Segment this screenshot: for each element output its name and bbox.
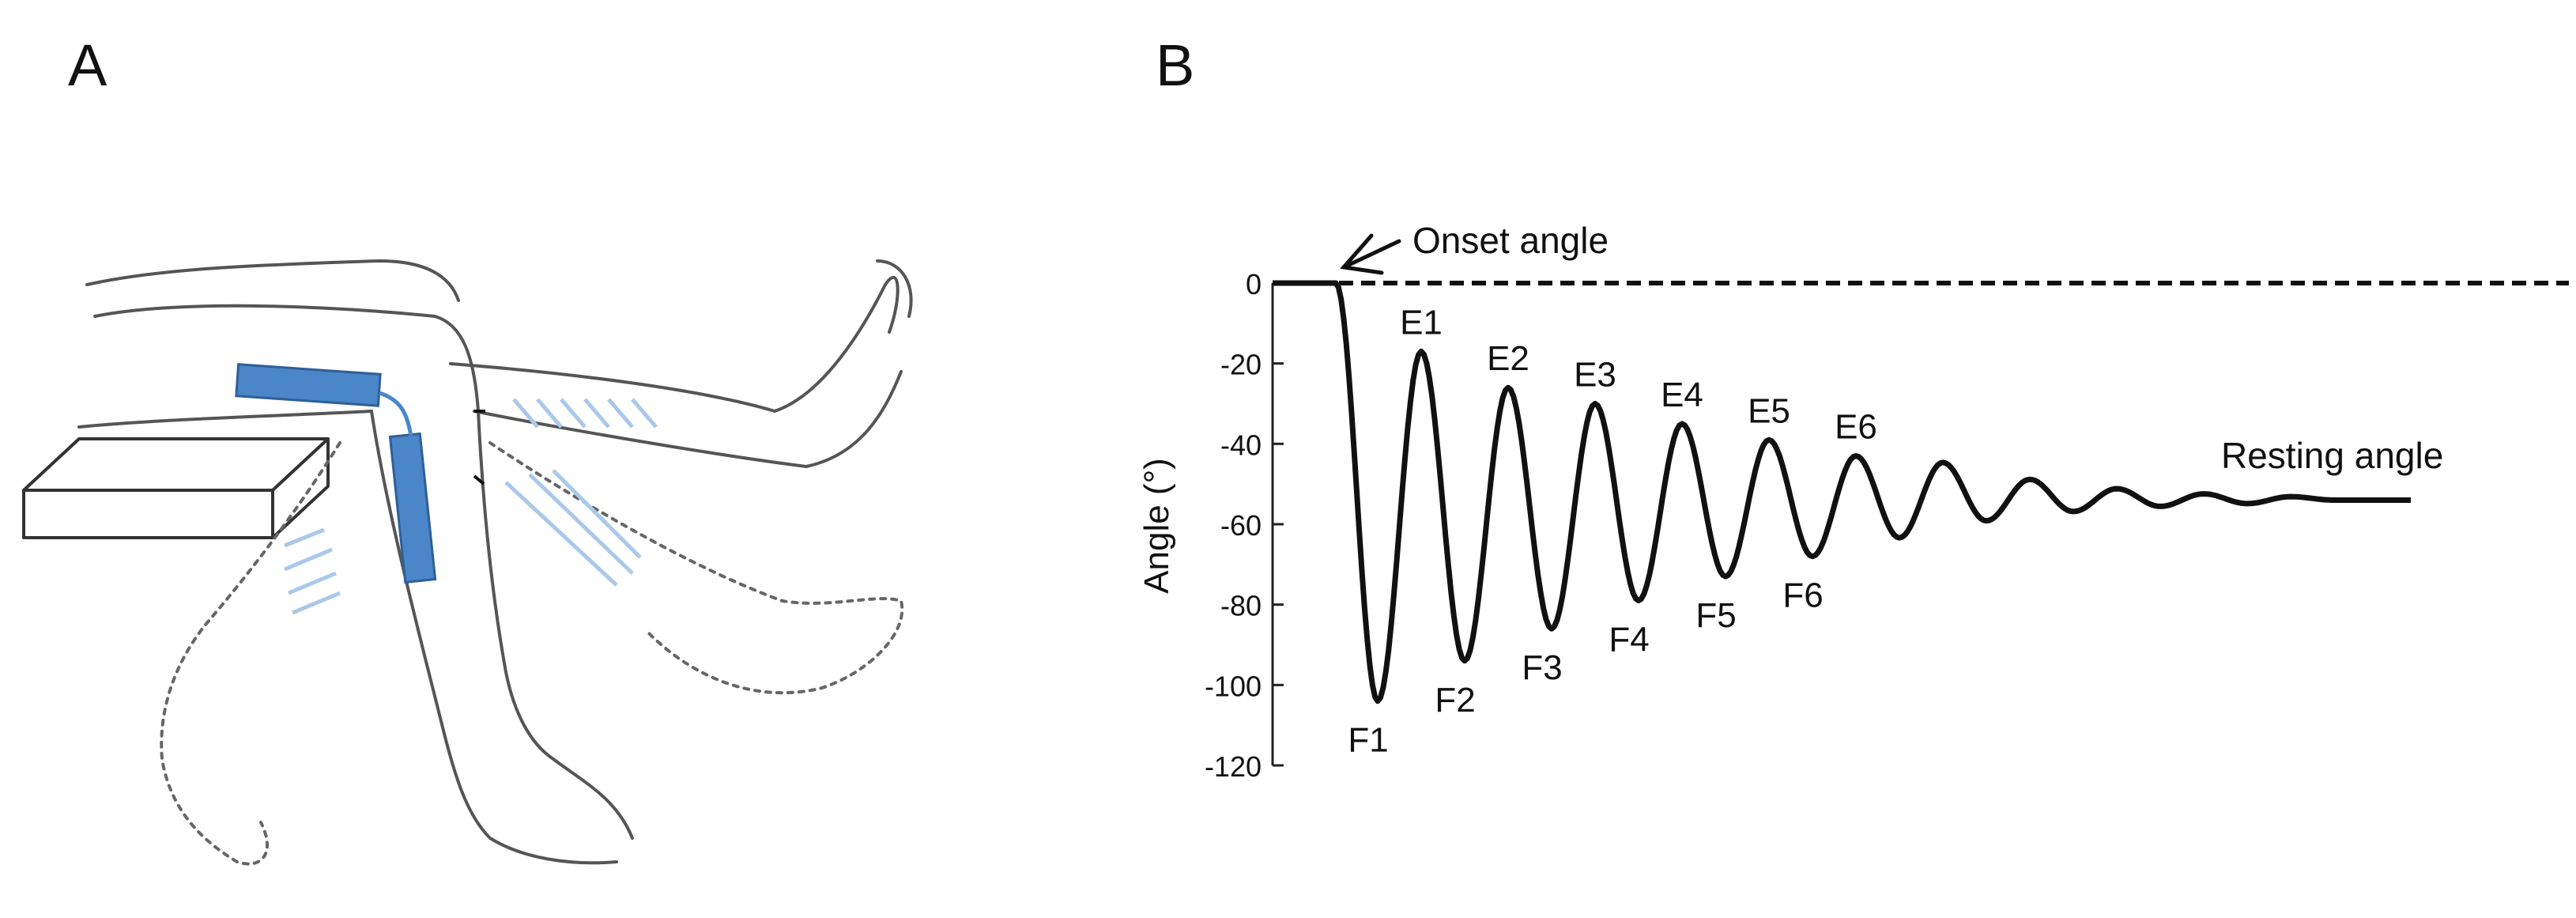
flexed-leg-dashed-outline [488,441,904,695]
y-tick-label: -120 [1205,750,1262,783]
extended-leg-outline [449,276,900,413]
y-tick-label: 0 [1246,268,1262,300]
flexion-peak-label: F3 [1522,648,1562,687]
y-tick-label: -80 [1220,590,1262,622]
swinging-leg-dashed-outline [160,441,341,866]
y-tick-label: -100 [1205,670,1262,702]
y-tick-label: -20 [1220,349,1262,381]
panel-label-b: B [1156,32,1195,98]
panel-label-a: A [68,32,107,98]
y-tick-label: -40 [1220,429,1262,461]
extension-peak-label: E1 [1400,303,1443,342]
marker-tick [473,474,485,485]
muscle-hatch-icon [284,398,658,615]
lower-leg-outline [370,410,618,865]
extension-peak-label: E6 [1835,408,1877,447]
thigh-outline [93,304,480,413]
y-axis-label: Angle (°) [1137,458,1176,594]
flexion-peak-label: F1 [1348,721,1388,760]
extension-peak-label: E5 [1748,391,1790,430]
goniometer-sensor-icon [235,363,437,584]
angle-trace-line [1273,280,2411,705]
onset-angle-annotation: Onset angle [1412,220,1609,261]
table-icon [22,437,330,539]
flexion-peak-label: F4 [1609,621,1649,659]
resting-angle-annotation: Resting angle [2221,435,2443,476]
flexion-peak-label: F5 [1695,596,1736,635]
onset-arrow-icon [1340,233,1401,275]
extension-peak-label: E4 [1661,376,1703,414]
extension-peak-label: E2 [1487,339,1529,378]
extension-peak-label: E3 [1574,356,1616,395]
flexion-peak-label: F2 [1435,681,1475,720]
flexion-peak-label: F6 [1782,576,1823,615]
y-tick-label: -60 [1220,509,1262,542]
